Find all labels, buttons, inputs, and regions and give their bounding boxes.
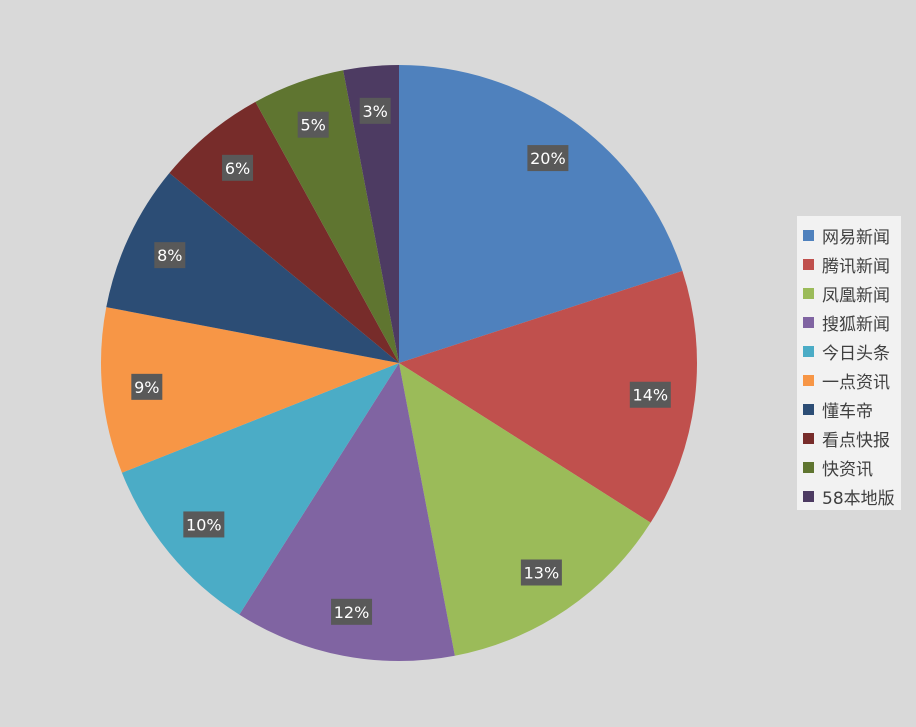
legend-label: 懂车帝 (822, 402, 873, 422)
data-label-8: 6% (222, 154, 254, 181)
data-label-text: 6% (225, 159, 250, 178)
data-label-5: 10% (183, 511, 225, 538)
legend-swatch (803, 404, 814, 415)
legend-label: 看点快报 (822, 431, 890, 451)
legend-swatch (803, 462, 814, 473)
pie-slice-9 (255, 70, 399, 364)
pie-slice-2 (399, 270, 698, 523)
legend-swatch (803, 288, 814, 299)
data-label-box (520, 559, 562, 586)
data-label-box (154, 242, 186, 269)
pie-slice-10 (343, 65, 399, 363)
pie-slice-7 (106, 173, 400, 363)
legend-label: 一点资讯 (822, 373, 890, 393)
data-label-3: 13% (520, 559, 562, 586)
legend-label: 凤凰新闻 (822, 286, 890, 306)
data-label-text: 13% (524, 563, 560, 582)
legend-label: 快资讯 (822, 460, 873, 480)
legend-item: 网易新闻 (803, 221, 901, 250)
legend-swatch (803, 230, 814, 241)
data-label-box (297, 111, 329, 138)
legend-swatch (803, 375, 814, 386)
data-label-text: 20% (530, 149, 566, 168)
data-label-text: 9% (134, 378, 159, 397)
data-label-6: 9% (131, 373, 163, 400)
data-label-box (222, 154, 254, 181)
data-label-text: 5% (301, 116, 326, 135)
data-label-10: 3% (359, 97, 391, 124)
pie-slice-5 (121, 363, 399, 615)
legend-item: 搜狐新闻 (803, 308, 901, 337)
legend-item: 腾讯新闻 (803, 250, 901, 279)
legend-label: 搜狐新闻 (822, 315, 890, 335)
legend-item: 凤凰新闻 (803, 279, 901, 308)
legend-label: 58本地版 (822, 489, 895, 509)
data-label-text: 3% (362, 102, 387, 121)
data-label-box (131, 373, 163, 400)
data-label-box (183, 511, 225, 538)
legend-label: 网易新闻 (822, 228, 890, 248)
data-label-4: 12% (331, 598, 373, 625)
legend-item: 58本地版 (803, 482, 901, 511)
legend-item: 懂车帝 (803, 395, 901, 424)
data-label-box (629, 381, 671, 408)
pie-slice-4 (239, 363, 455, 661)
legend-swatch (803, 317, 814, 328)
pie-slice-3 (399, 363, 651, 656)
legend-label: 腾讯新闻 (822, 257, 890, 277)
data-label-text: 10% (186, 515, 222, 534)
data-label-box (527, 145, 569, 172)
data-label-2: 14% (629, 381, 671, 408)
data-label-box (331, 598, 373, 625)
data-label-text: 14% (633, 386, 669, 405)
data-label-9: 5% (297, 111, 329, 138)
chart-legend: 网易新闻腾讯新闻凤凰新闻搜狐新闻今日头条一点资讯懂车帝看点快报快资讯 58本地版 (797, 216, 901, 510)
legend-item: 看点快报 (803, 424, 901, 453)
legend-item: 今日头条 (803, 337, 901, 366)
data-label-text: 12% (334, 603, 370, 622)
pie-slice-6 (101, 307, 400, 473)
data-label-7: 8% (154, 242, 186, 269)
legend-swatch (803, 491, 814, 502)
legend-item: 一点资讯 (803, 366, 901, 395)
legend-swatch (803, 346, 814, 357)
data-label-text: 8% (157, 246, 182, 265)
legend-swatch (803, 433, 814, 444)
pie-slice-1 (399, 65, 683, 363)
data-label-box (359, 97, 391, 124)
legend-item: 快资讯 (803, 453, 901, 482)
data-label-1: 20% (527, 145, 569, 172)
legend-label: 今日头条 (822, 344, 890, 364)
legend-swatch (803, 259, 814, 270)
